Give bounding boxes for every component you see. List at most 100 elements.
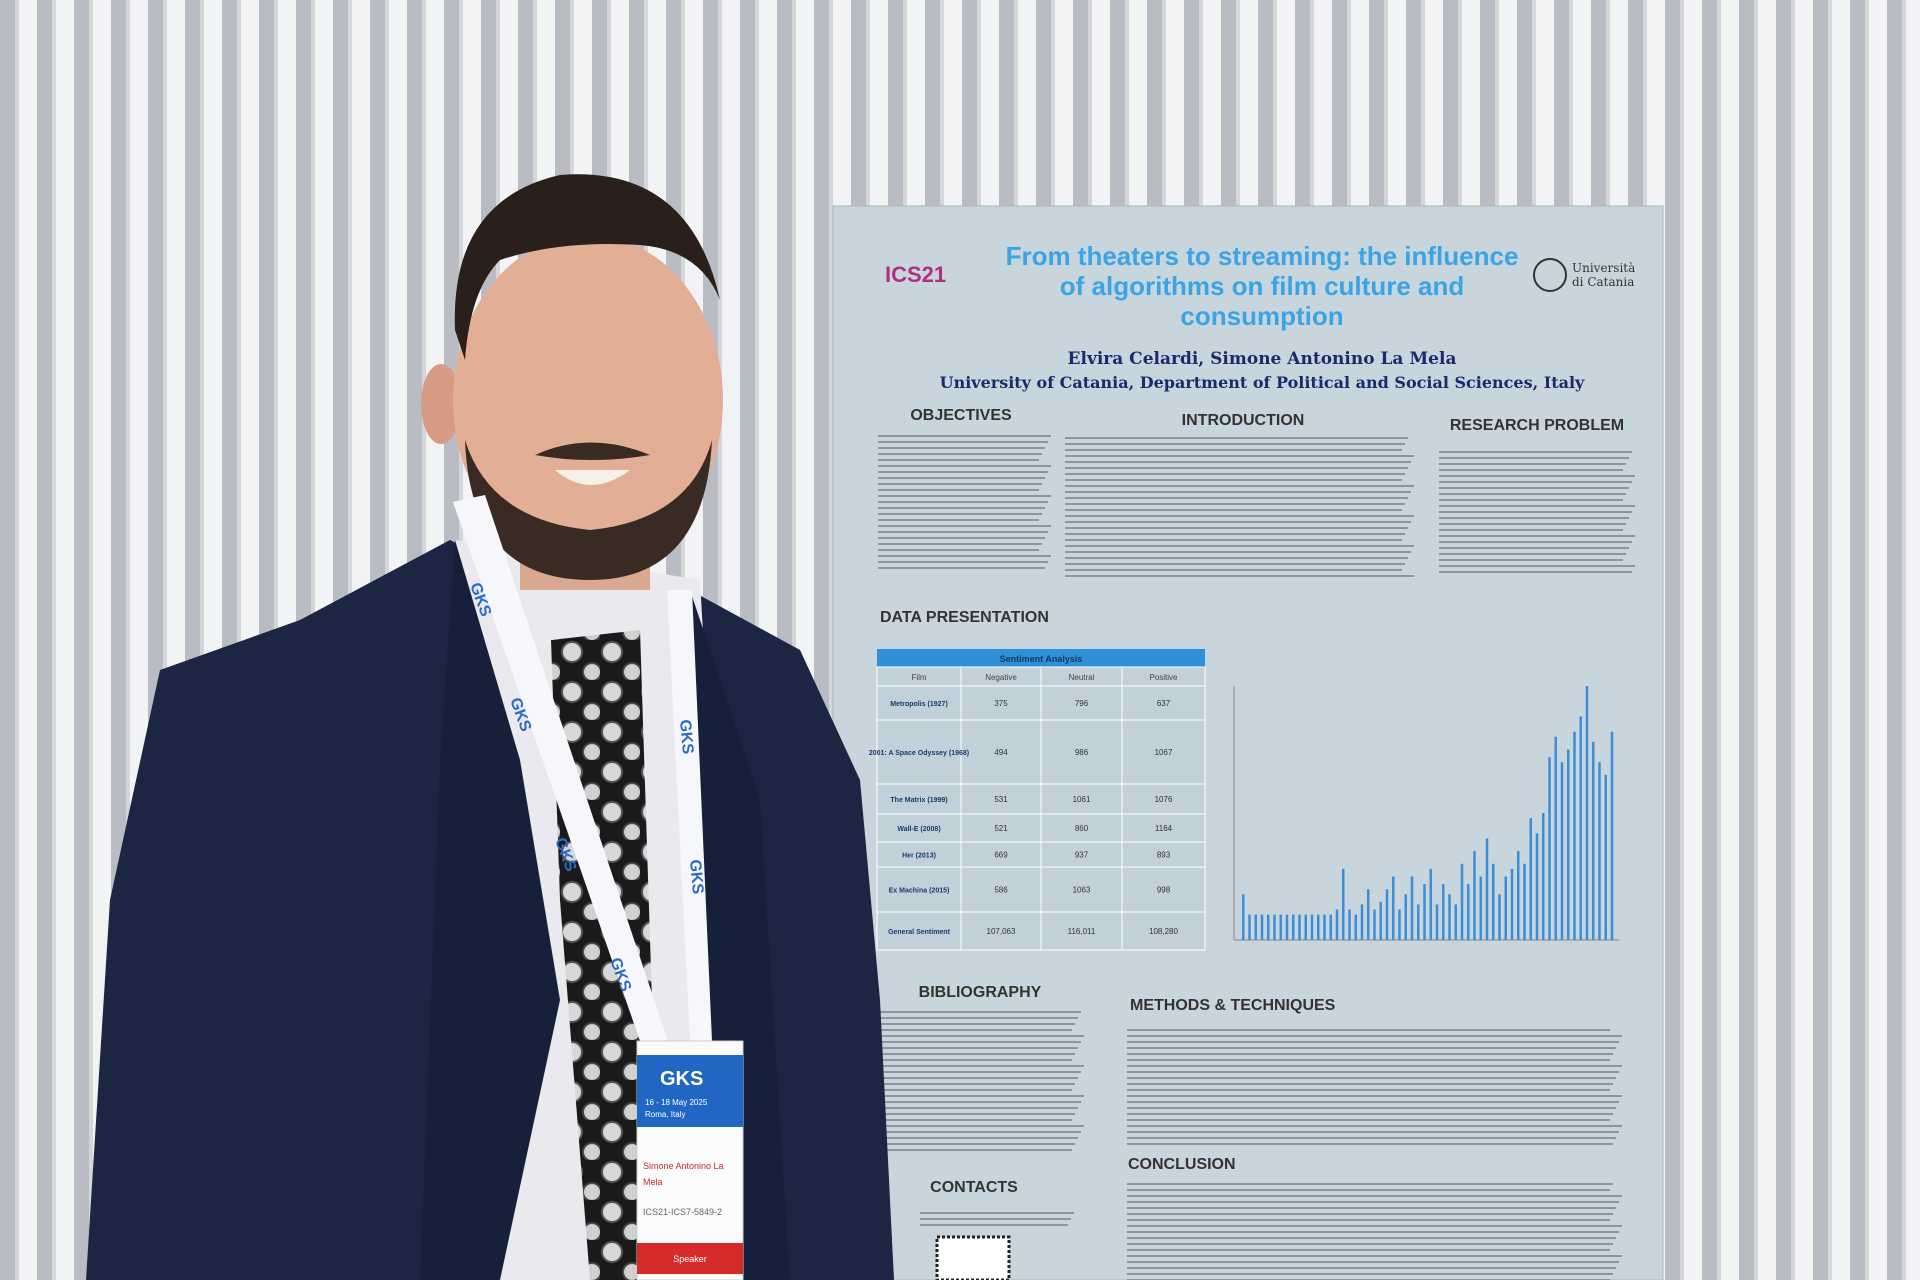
table-cell: 1164 bbox=[1155, 824, 1173, 833]
body-text-line bbox=[1439, 565, 1635, 567]
figure-bar bbox=[1304, 914, 1307, 940]
figure-bar bbox=[1360, 904, 1364, 940]
body-text-line bbox=[869, 1119, 1072, 1121]
body-text-line bbox=[878, 531, 1048, 533]
body-text-line bbox=[878, 441, 1048, 443]
body-text-line bbox=[1065, 545, 1414, 547]
figure-bar bbox=[1404, 894, 1407, 940]
figure-bar bbox=[1510, 868, 1514, 940]
body-text-line bbox=[1439, 517, 1629, 519]
body-text-line bbox=[1439, 571, 1632, 573]
body-text-line bbox=[920, 1212, 1074, 1214]
body-text-line bbox=[1065, 497, 1408, 499]
body-text-line bbox=[878, 489, 1039, 491]
table-cell: 937 bbox=[1075, 851, 1089, 860]
figure-bar bbox=[1492, 863, 1495, 940]
figure-bar bbox=[1435, 904, 1439, 940]
body-text-line bbox=[878, 435, 1051, 437]
body-text-line bbox=[1127, 1225, 1622, 1227]
figure-bar bbox=[1292, 914, 1295, 940]
body-text-line bbox=[878, 537, 1045, 539]
table-row-label: Wall-E (2008) bbox=[897, 826, 940, 833]
figure-bar bbox=[1554, 736, 1557, 940]
body-text-line bbox=[1439, 487, 1629, 489]
badge-name: Mela bbox=[643, 1177, 663, 1187]
body-text-line bbox=[1127, 1125, 1622, 1127]
table-cell: 375 bbox=[994, 699, 1008, 708]
figure-bar bbox=[1385, 889, 1389, 940]
table-header: Negative bbox=[985, 673, 1017, 682]
body-text-line bbox=[1439, 451, 1632, 453]
body-text-line bbox=[869, 1113, 1075, 1115]
body-text-line bbox=[1127, 1113, 1613, 1115]
body-text-line bbox=[1127, 1273, 1613, 1275]
body-text-line bbox=[1127, 1071, 1619, 1073]
body-text-line bbox=[1439, 529, 1623, 531]
figure-bar bbox=[1498, 894, 1501, 940]
badge-code: ICS21-ICS7-5849-2 bbox=[643, 1207, 722, 1217]
table-row-label: Metropolis (1927) bbox=[890, 701, 948, 708]
body-text-line bbox=[1127, 1095, 1622, 1097]
table-cell: 986 bbox=[1075, 748, 1089, 757]
body-text-line bbox=[1439, 523, 1626, 525]
body-text-line bbox=[869, 1131, 1081, 1133]
body-text-line bbox=[1127, 1237, 1616, 1239]
figure-bar bbox=[1523, 863, 1526, 940]
body-text-line bbox=[1127, 1243, 1613, 1245]
poster-title: consumption bbox=[1180, 301, 1343, 331]
lanyard-print: GKS bbox=[686, 859, 706, 895]
qr-code bbox=[935, 1235, 1011, 1280]
figure-bar bbox=[1442, 884, 1445, 940]
figure-bar bbox=[1329, 914, 1332, 940]
table-cell: 637 bbox=[1157, 699, 1171, 708]
university-name: di Catania bbox=[1572, 275, 1634, 289]
section-heading: METHODS & TECHNIQUES bbox=[1130, 997, 1336, 1014]
figure-bar bbox=[1517, 851, 1520, 940]
body-text-line bbox=[1127, 1083, 1613, 1085]
body-text-line bbox=[1127, 1207, 1616, 1209]
figure-bar bbox=[1585, 686, 1589, 940]
table-cell: 860 bbox=[1075, 824, 1089, 833]
body-text-line bbox=[1439, 499, 1623, 501]
body-text-line bbox=[869, 1101, 1081, 1103]
table-title: Sentiment Analysis bbox=[1000, 654, 1083, 664]
figure-bar bbox=[1348, 909, 1351, 940]
table-cell: 107,063 bbox=[987, 927, 1016, 936]
body-text-line bbox=[1065, 563, 1405, 565]
body-text-line bbox=[869, 1083, 1075, 1085]
body-text-line bbox=[878, 495, 1051, 497]
lanyard-right bbox=[667, 590, 712, 1041]
table-cell: 531 bbox=[994, 795, 1008, 804]
body-text-line bbox=[1127, 1059, 1610, 1061]
body-text-line bbox=[1065, 515, 1414, 517]
body-text-line bbox=[878, 453, 1042, 455]
body-text-line bbox=[869, 1017, 1078, 1019]
body-text-line bbox=[1127, 1047, 1616, 1049]
body-text-line bbox=[1065, 509, 1402, 511]
body-text-line bbox=[878, 561, 1048, 563]
body-text-line bbox=[1065, 539, 1402, 541]
figure-bar bbox=[1467, 884, 1470, 940]
table-cell: 1063 bbox=[1073, 886, 1091, 895]
table-cell: 586 bbox=[994, 886, 1008, 895]
body-text-line bbox=[869, 1095, 1084, 1097]
table-row-label: General Sentiment bbox=[888, 929, 951, 936]
figure-bar bbox=[1354, 914, 1357, 940]
badge-name: Simone Antonino La bbox=[643, 1161, 724, 1171]
figure-bar bbox=[1429, 868, 1432, 940]
body-text-line bbox=[878, 471, 1048, 473]
table-cell: 669 bbox=[994, 851, 1008, 860]
table-cell: 893 bbox=[1157, 851, 1171, 860]
figure-bar bbox=[1529, 818, 1532, 940]
body-text-line bbox=[878, 501, 1048, 503]
body-text-line bbox=[1127, 1131, 1619, 1133]
body-text-line bbox=[869, 1077, 1078, 1079]
body-text-line bbox=[878, 459, 1039, 461]
poster-affiliation: University of Catania, Department of Pol… bbox=[940, 373, 1585, 392]
badge-dates: 16 - 18 May 2025 bbox=[645, 1098, 708, 1107]
body-text-line bbox=[1065, 467, 1408, 469]
figure-bar bbox=[1310, 914, 1314, 940]
body-text-line bbox=[869, 1143, 1075, 1145]
body-text-line bbox=[1439, 475, 1635, 477]
